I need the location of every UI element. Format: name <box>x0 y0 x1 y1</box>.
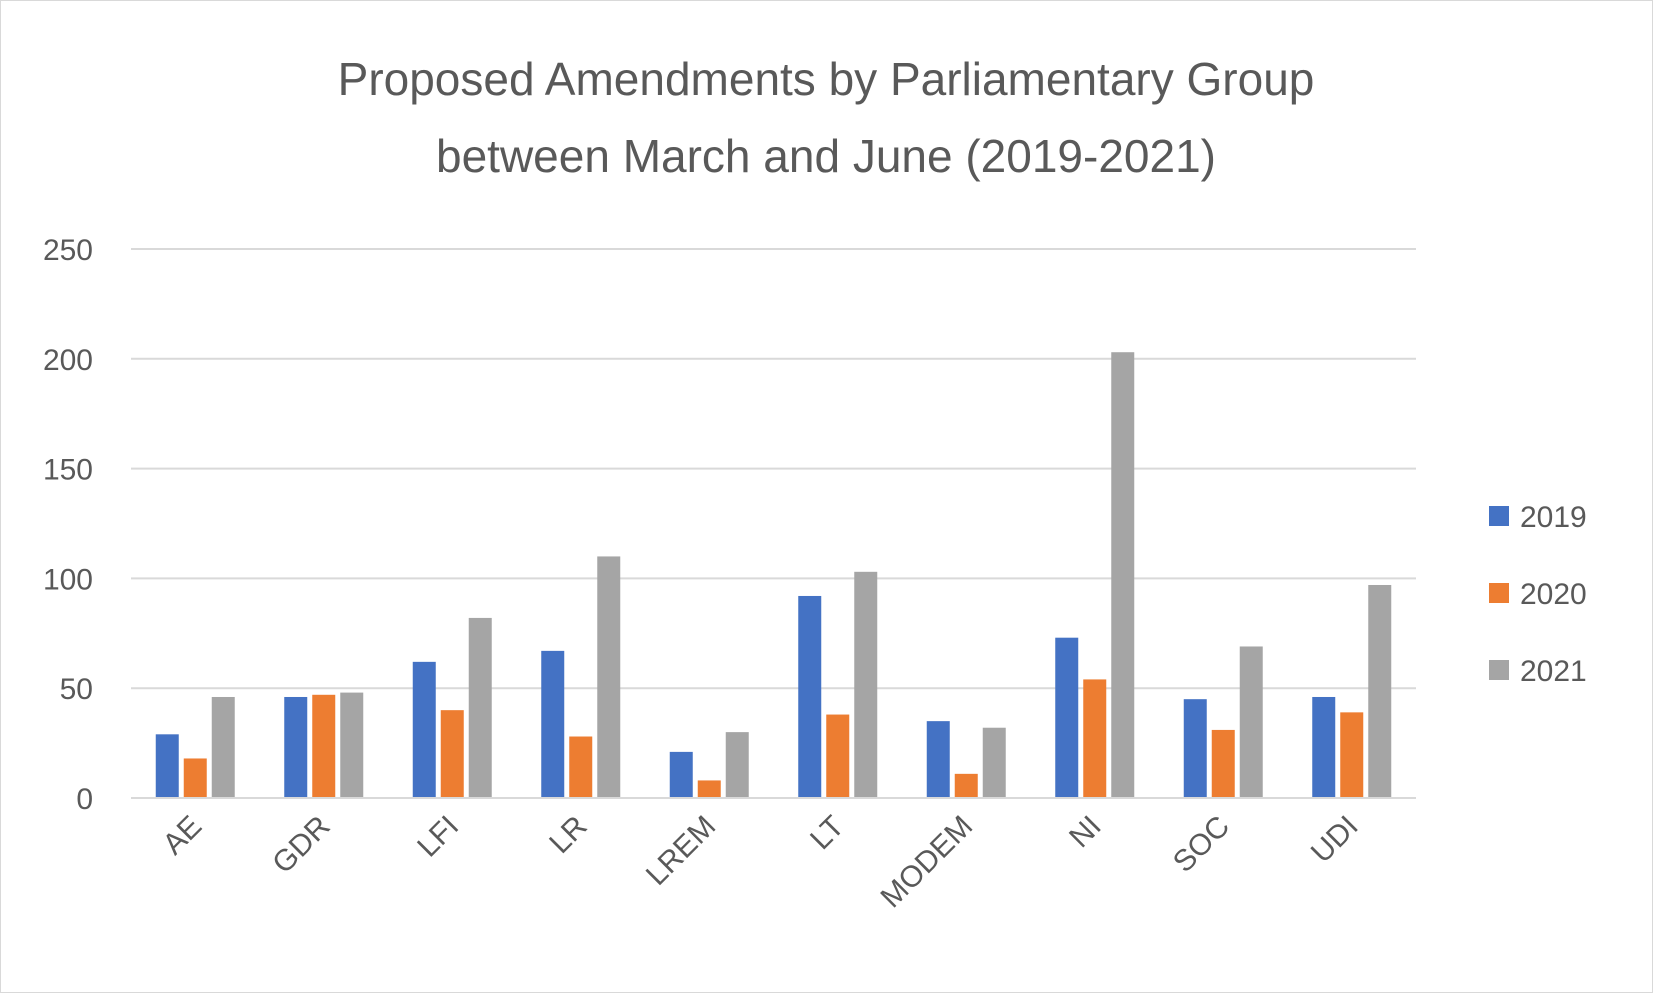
y-axis: 0 50 100 150 200 250 <box>43 234 93 816</box>
bar-gdr-2019 <box>284 696 308 798</box>
bar-lfi-2019 <box>412 661 436 798</box>
bar-lr-2019 <box>541 650 565 798</box>
bar-udi-2020 <box>1340 712 1364 798</box>
bar-ni-2021 <box>1111 352 1135 798</box>
x-tick-label: SOC <box>1167 810 1236 879</box>
legend-label-2021: 2021 <box>1520 655 1587 688</box>
y-tick-label: 100 <box>43 563 93 596</box>
bar-soc-2021 <box>1239 646 1263 798</box>
bar-lfi-2021 <box>468 617 492 798</box>
bar-soc-2020 <box>1211 729 1235 798</box>
legend-swatch-2021 <box>1489 660 1509 680</box>
x-tick-label: GDR <box>266 810 336 880</box>
bar-lt-2020 <box>826 714 850 798</box>
bar-lrem-2021 <box>725 732 749 798</box>
bar-ni-2020 <box>1083 679 1107 798</box>
bar-ae-2020 <box>183 758 207 798</box>
bar-soc-2019 <box>1183 699 1207 798</box>
chart-title-line-1: Proposed Amendments by Parliamentary Gro… <box>338 53 1315 105</box>
bar-modem-2021 <box>982 727 1006 798</box>
bar-udi-2019 <box>1312 696 1336 798</box>
x-tick-label: LT <box>804 810 851 857</box>
x-tick-label: AE <box>157 810 209 862</box>
bar-gdr-2020 <box>312 694 336 798</box>
bar-modem-2019 <box>926 721 950 798</box>
chart-title: Proposed Amendments by Parliamentary Gro… <box>338 53 1315 182</box>
bars <box>155 352 1392 798</box>
x-axis: AE GDR LFI LR LREM LT MODEM NI SOC UDI <box>131 797 1416 915</box>
bar-lr-2021 <box>597 556 621 798</box>
bar-lfi-2020 <box>440 710 464 798</box>
y-tick-label: 50 <box>60 673 93 706</box>
bar-lrem-2020 <box>697 780 721 798</box>
bar-lt-2021 <box>854 571 878 798</box>
legend-swatch-2019 <box>1489 506 1509 526</box>
y-tick-label: 150 <box>43 454 93 487</box>
x-tick-label: UDI <box>1305 810 1365 870</box>
bar-lrem-2019 <box>669 751 693 798</box>
y-tick-label: 0 <box>76 783 93 816</box>
legend-label-2019: 2019 <box>1520 501 1587 534</box>
bar-ae-2019 <box>155 734 179 798</box>
bar-ae-2021 <box>211 696 235 798</box>
bar-lr-2020 <box>569 736 593 798</box>
x-tick-label: LREM <box>640 810 722 892</box>
y-tick-label: 250 <box>43 234 93 267</box>
bar-ni-2019 <box>1055 637 1079 798</box>
legend-label-2020: 2020 <box>1520 578 1587 611</box>
y-tick-label: 200 <box>43 344 93 377</box>
legend: 2019 2020 2021 <box>1489 501 1587 688</box>
bar-gdr-2021 <box>340 692 364 798</box>
chart-title-line-2: between March and June (2019-2021) <box>436 130 1216 182</box>
legend-swatch-2020 <box>1489 583 1509 603</box>
x-tick-label: MODEM <box>875 810 980 915</box>
x-tick-label: LR <box>543 810 593 860</box>
x-tick-label: NI <box>1063 810 1108 855</box>
bar-udi-2021 <box>1368 584 1392 798</box>
bar-modem-2020 <box>954 773 978 798</box>
bar-lt-2019 <box>798 595 822 798</box>
x-tick-label: LFI <box>411 810 465 864</box>
